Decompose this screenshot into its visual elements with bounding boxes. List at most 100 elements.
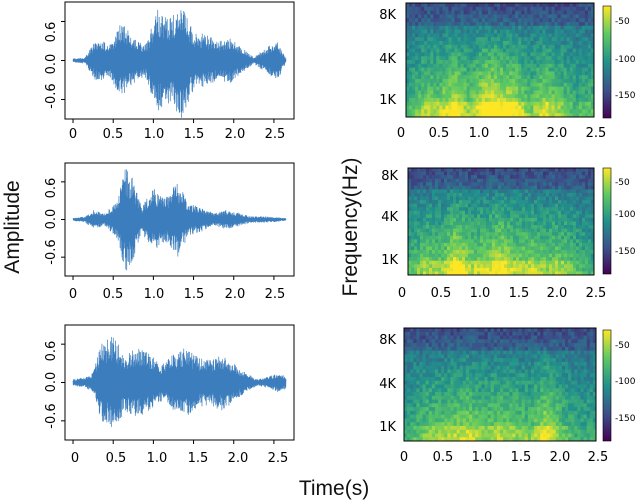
spectrogram-cell <box>462 171 466 176</box>
spectrogram-cell <box>468 253 472 258</box>
spectrogram-cell <box>415 67 419 72</box>
spectrogram-cell <box>512 71 516 76</box>
spectrogram-cell <box>575 29 580 34</box>
spectrogram-cell <box>521 52 525 57</box>
spectrogram-cell <box>447 418 451 423</box>
spectrogram-cell <box>492 171 496 176</box>
spectrogram-cell <box>480 250 484 254</box>
spectrogram-cell <box>555 228 559 233</box>
spectrogram-cell <box>528 175 532 180</box>
spectrogram-cell <box>519 246 523 251</box>
spectrogram-cell <box>591 192 595 197</box>
spectrogram-cell <box>477 210 481 215</box>
y-ticks: 0.6 0.0 -0.6 <box>44 178 59 265</box>
spectrogram-cell <box>451 94 455 99</box>
spectrogram-cell <box>475 101 480 106</box>
spectrogram-cell <box>436 67 440 72</box>
spectrogram-cell <box>496 399 501 404</box>
spectrogram-cell <box>432 264 436 269</box>
spectrogram-cell <box>540 182 544 187</box>
spectrogram-cell <box>543 168 547 172</box>
spectrogram-cell <box>472 358 476 363</box>
spectrogram-cell <box>456 228 460 233</box>
spectrogram-cell <box>539 105 543 110</box>
spectrogram-cell <box>453 328 458 333</box>
spectrogram-cell <box>516 200 520 205</box>
spectrogram-cell <box>575 44 580 49</box>
spectrogram-cell <box>524 90 528 95</box>
spectrogram-cell <box>450 178 454 183</box>
spectrogram-cell <box>549 221 553 226</box>
spectrogram-cell <box>585 271 589 276</box>
spectrogram-cell <box>447 232 451 237</box>
spectrogram-cell <box>527 105 531 110</box>
spectrogram-cell <box>406 98 410 103</box>
spectrogram-cell <box>573 228 577 233</box>
spectrogram-cell <box>507 175 511 180</box>
spectrogram-cell <box>438 407 442 412</box>
spectrogram-cell <box>536 52 540 57</box>
spectrogram-cell <box>465 257 469 262</box>
spectrogram-cell <box>489 242 493 247</box>
spectrogram-cell <box>540 192 544 197</box>
spectrogram-cell <box>432 210 436 215</box>
spectrogram-cell <box>542 6 546 11</box>
spectrogram-cell <box>475 361 479 367</box>
spectrogram-cell <box>522 250 526 254</box>
spectrogram-cell <box>540 264 544 269</box>
spectrogram-cell <box>552 242 556 247</box>
spectrogram-cell <box>561 192 565 197</box>
spectrogram-cell <box>462 369 467 374</box>
spectrogram-cell <box>480 182 484 187</box>
spectrogram-cell <box>453 228 457 233</box>
spectrogram-cell <box>543 210 547 215</box>
spectrogram-cell <box>463 109 468 114</box>
spectrogram-cell <box>572 41 577 46</box>
spectrogram-cell <box>487 425 492 431</box>
spectrogram-cell <box>564 171 568 176</box>
spectrogram-cell <box>484 18 489 23</box>
spectrogram-cell <box>448 113 452 118</box>
spectrogram-cell <box>450 369 454 374</box>
spectrogram-cell <box>447 358 451 363</box>
spectrogram-cell <box>490 361 495 367</box>
spectrogram-cell <box>498 171 502 176</box>
spectrogram-cell <box>566 22 571 27</box>
spectrogram-cell <box>503 335 507 340</box>
spectrogram-cell <box>539 71 543 76</box>
spectrogram-cell <box>475 388 479 393</box>
spectrogram-cell <box>569 105 574 110</box>
spectrogram-cell <box>454 41 458 46</box>
spectrogram-cell <box>478 79 483 84</box>
spectrogram-cell <box>518 354 523 359</box>
spectrogram-cell <box>487 22 492 27</box>
spectrogram-cell <box>560 113 565 118</box>
spectrogram-cell <box>451 41 455 46</box>
spectrogram-cell <box>462 331 467 336</box>
spectrogram-cell <box>450 182 454 187</box>
spectrogram-cell <box>453 339 458 344</box>
spectrogram-cell <box>546 239 550 244</box>
spectrogram-cell <box>587 98 592 103</box>
spectrogram-cell <box>442 3 446 8</box>
spectrogram-cell <box>567 207 571 212</box>
spectrogram-cell <box>515 71 519 76</box>
spectrogram-cell <box>425 373 430 378</box>
spectrogram-cell <box>424 75 428 80</box>
spectrogram-cell <box>478 358 482 363</box>
spectrogram-cell <box>451 18 455 23</box>
x-tick-label: 2.0 <box>547 286 568 301</box>
spectrogram-cell <box>438 339 442 344</box>
spectrogram-cell <box>558 192 562 197</box>
spectrogram-cell <box>584 52 589 57</box>
spectrogram-cell <box>524 105 528 110</box>
spectrogram-cell <box>576 189 580 194</box>
spectrogram-cell <box>503 52 507 57</box>
spectrogram-cell <box>426 217 430 222</box>
spectrogram-cell <box>438 418 442 423</box>
spectrogram-cell <box>515 90 519 95</box>
spectrogram-cell <box>507 192 511 197</box>
spectrogram-cell <box>548 10 552 15</box>
spectrogram-cell <box>500 328 504 333</box>
spectrogram-cell <box>543 203 547 208</box>
